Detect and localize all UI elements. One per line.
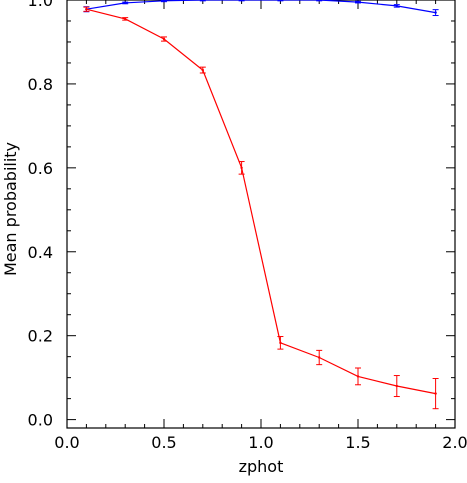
y-axis-title: Mean probability xyxy=(1,142,20,276)
y-tick-label: 0.4 xyxy=(28,243,53,262)
y-tick-label: 0.0 xyxy=(28,411,53,430)
x-tick-label: 1.5 xyxy=(345,433,370,452)
data-point xyxy=(162,0,166,3)
data-point xyxy=(240,0,243,2)
data-point xyxy=(85,8,88,11)
x-tick-label: 2.0 xyxy=(442,433,467,452)
data-point xyxy=(162,37,166,41)
data-point xyxy=(279,0,282,2)
data-point xyxy=(124,17,127,21)
y-tick-label: 0.2 xyxy=(28,327,53,346)
y-ticks: 0.0 0.2 0.4 0.6 0.8 1.0 xyxy=(28,0,455,430)
data-point xyxy=(356,375,360,378)
y-tick-label: 0.8 xyxy=(28,75,53,94)
x-tick-label: 1.0 xyxy=(248,433,273,452)
series-1 xyxy=(83,6,439,410)
data-point xyxy=(201,0,204,2)
y-tick-label: 0.6 xyxy=(28,159,53,178)
series-line xyxy=(86,8,436,395)
plot-frame xyxy=(66,0,456,429)
series-layer xyxy=(83,0,439,410)
x-tick-label: 0.0 xyxy=(54,433,79,452)
series-line xyxy=(86,0,436,14)
data-point xyxy=(318,356,321,359)
data-point xyxy=(356,0,360,4)
data-point xyxy=(434,11,437,14)
data-point xyxy=(434,392,437,395)
data-point xyxy=(395,4,398,8)
data-point xyxy=(318,0,321,2)
data-point xyxy=(201,68,204,72)
x-ticks: 0.0 0.5 1.0 1.5 2.0 xyxy=(54,0,467,452)
x-tick-label: 0.5 xyxy=(151,433,176,452)
data-point xyxy=(124,1,127,5)
data-point xyxy=(279,341,282,345)
data-point xyxy=(240,166,243,170)
x-axis-title: zphot xyxy=(239,457,284,476)
y-tick-label: 1.0 xyxy=(28,0,53,10)
data-point xyxy=(395,384,398,388)
